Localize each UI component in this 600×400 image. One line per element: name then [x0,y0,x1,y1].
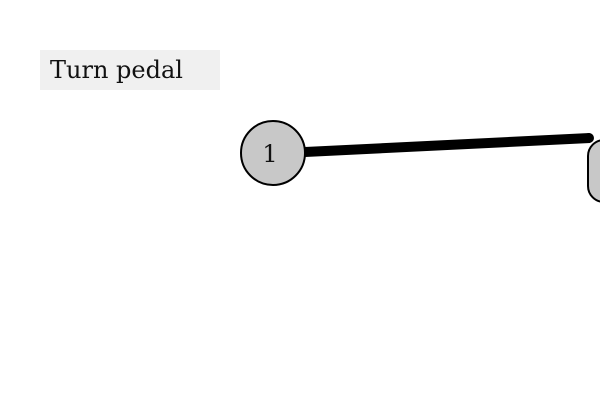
node-1-label: 1 [262,140,277,168]
node-1[interactable]: 1 [240,120,306,186]
node-2[interactable] [587,139,600,203]
node-2-shape[interactable] [587,139,600,203]
pedal-arm-link[interactable] [304,133,591,157]
node-1-circle[interactable] [240,120,306,186]
instruction-text: Turn pedal [50,56,183,84]
pedal-arm-end-cap [584,133,594,143]
instruction-label: Turn pedal [40,50,220,90]
